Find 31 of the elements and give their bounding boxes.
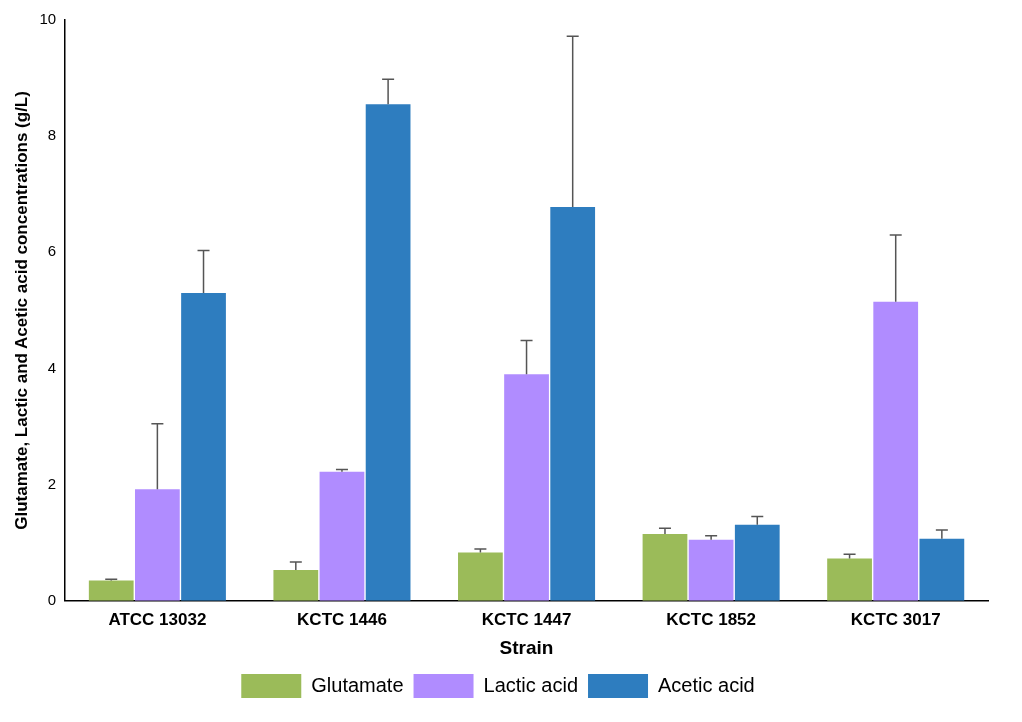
- bar: [504, 374, 549, 601]
- bar: [319, 471, 365, 601]
- bar: [365, 104, 411, 601]
- y-tick-label: 10: [39, 10, 57, 28]
- bar: [181, 292, 226, 601]
- bar: [688, 539, 734, 601]
- x-tick-label: KCTC 1852: [666, 609, 757, 629]
- bar: [642, 534, 688, 601]
- bar: [458, 552, 503, 601]
- x-tick-label: ATCC 13032: [108, 609, 207, 629]
- legend-label: Lactic acid: [483, 673, 579, 696]
- bar: [550, 207, 596, 601]
- bar: [919, 538, 965, 601]
- bar: [135, 489, 180, 601]
- legend-label: Glutamate: [311, 673, 404, 696]
- bar: [873, 301, 919, 601]
- x-tick-label: KCTC 1446: [297, 609, 387, 629]
- x-axis-title: Strain: [499, 636, 554, 658]
- bar: [827, 558, 872, 601]
- y-tick-label: 8: [47, 126, 57, 144]
- legend-label: Acetic acid: [658, 673, 755, 696]
- y-tick-label: 0: [47, 590, 57, 608]
- y-tick-label: 6: [47, 242, 57, 260]
- bar: [273, 570, 319, 601]
- y-axis-title: Glutamate, Lactic and Acetic acid concentrations (g/L): [11, 91, 31, 530]
- x-tick-label: KCTC 1447: [481, 609, 572, 629]
- bar: [88, 580, 134, 601]
- x-tick-label: KCTC 3017: [850, 609, 941, 629]
- bar: [734, 524, 780, 601]
- y-tick-label: 4: [47, 358, 57, 376]
- y-tick-label: 2: [47, 474, 57, 492]
